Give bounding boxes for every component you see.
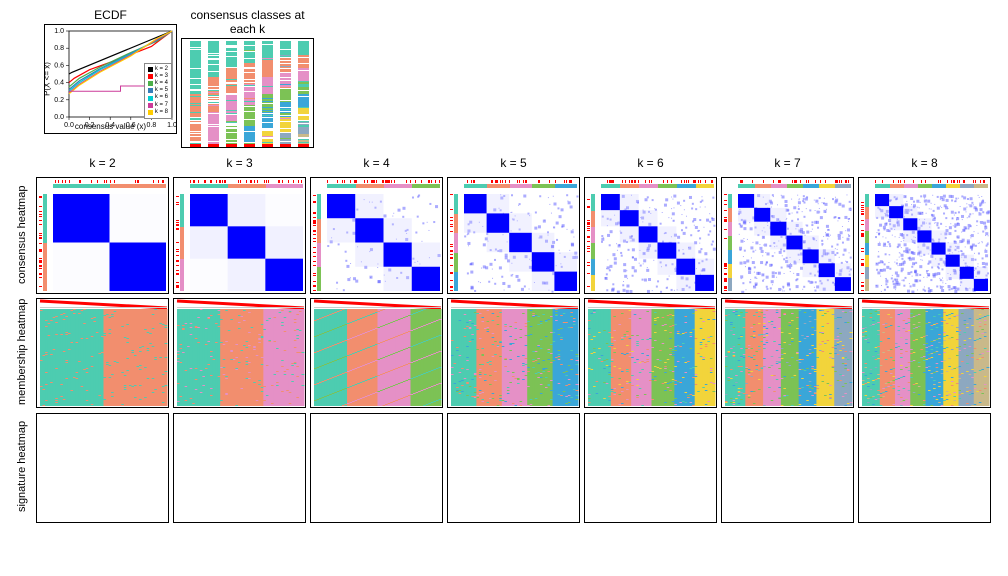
membership-heatmap-k2 xyxy=(36,298,169,408)
consensus-at-k-panel: consensus classes at each k xyxy=(181,8,314,148)
k-title-7: k = 7 xyxy=(721,156,854,173)
k-title-5: k = 5 xyxy=(447,156,580,173)
svg-text:0.0: 0.0 xyxy=(64,122,74,129)
ecdf-title: ECDF xyxy=(44,8,177,22)
svg-text:0.8: 0.8 xyxy=(147,122,157,129)
signature-heatmap-k6 xyxy=(584,413,717,523)
consensus-heatmap-k2 xyxy=(36,177,169,294)
consensus-at-k-plot xyxy=(181,38,314,148)
signature-heatmap-k7 xyxy=(721,413,854,523)
signature-heatmap-k8 xyxy=(858,413,991,523)
consensus-heatmap-k3 xyxy=(173,177,306,294)
membership-heatmap-k6 xyxy=(584,298,717,408)
membership-heatmap-k7 xyxy=(721,298,854,408)
membership-heatmap-k4 xyxy=(310,298,443,408)
membership-heatmap-k3 xyxy=(173,298,306,408)
svg-text:0.8: 0.8 xyxy=(54,45,64,52)
ecdf-ylabel: P(X <= x) xyxy=(44,62,52,96)
svg-text:0.4: 0.4 xyxy=(54,80,64,87)
consensus-at-k-title: consensus classes at each k xyxy=(181,8,314,36)
consensus-heatmap-k4 xyxy=(310,177,443,294)
svg-text:0.6: 0.6 xyxy=(54,62,64,69)
ecdf-xlabel: consensus value (x) xyxy=(75,122,146,131)
row-label-0: consensus heatmap xyxy=(8,174,36,295)
membership-heatmap-k5 xyxy=(447,298,580,408)
k-title-8: k = 8 xyxy=(858,156,991,173)
consensus-heatmap-k7 xyxy=(721,177,854,294)
ecdf-legend: k = 2k = 3k = 4k = 5k = 6k = 7k = 8 xyxy=(144,63,172,119)
row-label-1: membership heatmap xyxy=(8,295,36,409)
signature-heatmap-k5 xyxy=(447,413,580,523)
consensus-heatmap-k8 xyxy=(858,177,991,294)
svg-text:1.0: 1.0 xyxy=(54,28,64,35)
svg-text:0.2: 0.2 xyxy=(54,97,64,104)
ecdf-panel: ECDF 0.00.20.40.60.81.00.00.20.40.60.81.… xyxy=(44,8,177,148)
k-title-6: k = 6 xyxy=(584,156,717,173)
k-title-4: k = 4 xyxy=(310,156,443,173)
ecdf-plot: 0.00.20.40.60.81.00.00.20.40.60.81.0P(X … xyxy=(44,24,177,134)
signature-heatmap-k2 xyxy=(36,413,169,523)
row-label-2: signature heatmap xyxy=(8,409,36,523)
consensus-heatmap-k6 xyxy=(584,177,717,294)
svg-text:1.0: 1.0 xyxy=(167,122,177,129)
k-title-3: k = 3 xyxy=(173,156,306,173)
panel-grid: consensus heatmapmembership heatmapsigna… xyxy=(8,156,1000,523)
signature-heatmap-k3 xyxy=(173,413,306,523)
consensus-heatmap-k5 xyxy=(447,177,580,294)
k-title-2: k = 2 xyxy=(36,156,169,173)
membership-heatmap-k8 xyxy=(858,298,991,408)
signature-heatmap-k4 xyxy=(310,413,443,523)
svg-text:0.0: 0.0 xyxy=(54,114,64,121)
